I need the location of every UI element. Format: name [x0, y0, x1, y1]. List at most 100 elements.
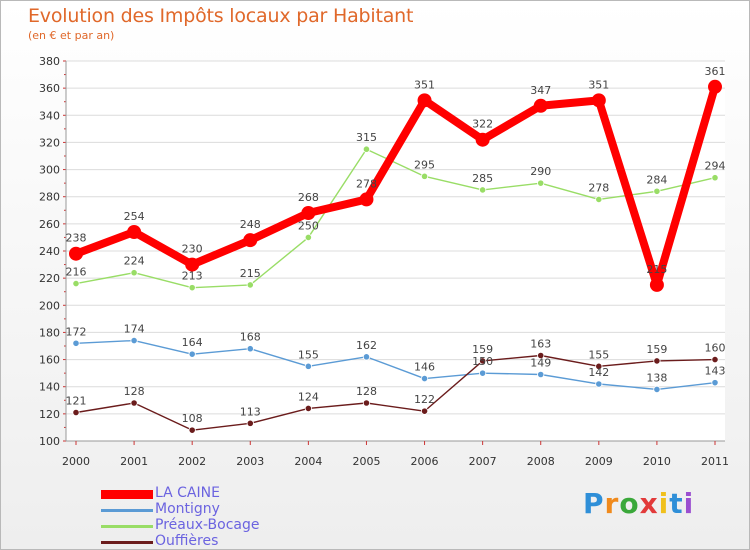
data-point-la-caine — [708, 79, 722, 94]
data-label-pr-aux-bocage: 284 — [646, 173, 667, 186]
axes: 100 120 140 160 180 200 220 240 260 280 300 320 340 3… — [39, 55, 729, 468]
data-label-montigny: 146 — [414, 361, 435, 374]
legend-label-la-caine: LA CAINE — [155, 485, 220, 501]
data-point-ouffi-res — [595, 362, 603, 370]
data-point-la-caine — [417, 93, 432, 108]
data-point-montigny — [537, 370, 545, 379]
data-point-montigny — [653, 385, 661, 394]
data-label-la-caine: 268 — [298, 191, 319, 204]
data-label-ouffi-res: 121 — [66, 395, 87, 408]
data-label-pr-aux-bocage: 315 — [356, 131, 377, 144]
legend-swatch-pr-aux-bocage — [101, 525, 153, 528]
data-point-la-caine — [649, 277, 664, 292]
data-point-ouffi-res — [188, 426, 196, 434]
x-tick-label: 2001 — [120, 455, 148, 468]
y-tick-label: 220 — [39, 272, 60, 285]
series — [69, 79, 722, 434]
data-point-montigny — [72, 339, 80, 347]
data-point-la-caine — [591, 93, 606, 108]
data-point-pr-aux-bocage — [711, 174, 719, 182]
y-tick-label: 260 — [39, 218, 60, 231]
data-label-ouffi-res: 163 — [530, 338, 551, 351]
data-label-montigny: 149 — [530, 357, 551, 370]
data-label-pr-aux-bocage: 295 — [414, 158, 435, 171]
data-point-pr-aux-bocage — [537, 179, 545, 187]
data-point-montigny — [420, 374, 429, 383]
x-tick-label: 2010 — [643, 455, 671, 468]
data-label-ouffi-res: 155 — [588, 348, 609, 361]
data-point-ouffi-res — [711, 355, 719, 364]
x-tick-label: 2002 — [178, 455, 206, 468]
data-label-ouffi-res: 124 — [298, 390, 319, 403]
data-label-ouffi-res: 160 — [705, 342, 726, 355]
y-tick-label: 300 — [39, 164, 60, 177]
legend-label-ouffi-res: Ouffières — [155, 533, 219, 549]
data-point-pr-aux-bocage — [479, 186, 487, 194]
y-tick-label: 240 — [39, 245, 60, 258]
data-point-la-caine — [301, 206, 316, 220]
data-point-ouffi-res — [479, 357, 487, 365]
data-point-pr-aux-bocage — [653, 187, 661, 195]
data-label-montigny: 150 — [472, 355, 493, 368]
data-point-ouffi-res — [653, 357, 661, 365]
data-label-montigny: 162 — [356, 339, 377, 352]
data-point-pr-aux-bocage — [246, 281, 254, 289]
data-label-ouffi-res: 159 — [646, 343, 667, 356]
data-point-montigny — [362, 353, 371, 361]
data-point-ouffi-res — [537, 351, 545, 360]
data-label-la-caine: 238 — [66, 232, 87, 245]
data-label-pr-aux-bocage: 294 — [705, 160, 726, 173]
y-tick-label: 380 — [39, 55, 60, 68]
logo-letter: i — [683, 487, 695, 520]
data-label-pr-aux-bocage: 285 — [472, 172, 493, 185]
data-point-pr-aux-bocage — [304, 233, 312, 242]
logo-letter: P — [583, 487, 605, 520]
chart-title: Evolution des Impôts locaux par Habitant — [28, 5, 414, 27]
proxiti-logo: Proxiti — [583, 487, 694, 520]
data-label-la-caine: 347 — [530, 84, 551, 97]
data-point-ouffi-res — [420, 407, 429, 415]
data-point-montigny — [595, 380, 603, 388]
x-tick-label: 2004 — [294, 455, 322, 468]
data-point-la-caine — [185, 257, 200, 272]
logo-letter: r — [604, 487, 620, 520]
legend-swatch-montigny — [101, 509, 153, 512]
data-label-la-caine: 248 — [240, 218, 261, 231]
data-labels: 238 254 230 248 268 278 351 322 347 351 215 361 172 1… — [66, 65, 726, 425]
data-point-la-caine — [359, 192, 374, 207]
data-point-pr-aux-bocage — [362, 145, 371, 153]
data-label-pr-aux-bocage: 250 — [298, 219, 319, 232]
data-label-pr-aux-bocage: 224 — [124, 255, 145, 268]
data-label-ouffi-res: 128 — [356, 385, 377, 398]
logo-letter: i — [658, 487, 670, 520]
data-label-la-caine: 361 — [705, 65, 726, 78]
y-tick-label: 140 — [39, 381, 60, 394]
data-point-montigny — [711, 379, 719, 387]
data-label-ouffi-res: 128 — [124, 385, 145, 398]
data-point-la-caine — [475, 132, 490, 147]
series-line-ouffi-res — [75, 354, 716, 431]
data-label-la-caine: 230 — [182, 243, 203, 256]
data-label-ouffi-res: 122 — [414, 393, 435, 406]
data-point-montigny — [188, 350, 196, 358]
data-point-pr-aux-bocage — [420, 172, 429, 180]
data-point-pr-aux-bocage — [72, 279, 80, 288]
data-label-montigny: 174 — [124, 323, 145, 336]
data-label-montigny: 143 — [705, 365, 726, 378]
data-label-montigny: 164 — [182, 336, 203, 349]
series-line-la-caine — [72, 82, 719, 289]
y-tick-label: 180 — [39, 326, 60, 339]
x-tick-label: 2003 — [236, 455, 264, 468]
data-label-pr-aux-bocage: 278 — [588, 181, 609, 194]
data-label-pr-aux-bocage: 216 — [66, 266, 87, 279]
x-tick-label: 2005 — [352, 455, 380, 468]
data-label-montigny: 172 — [66, 325, 87, 338]
data-point-ouffi-res — [130, 399, 138, 407]
data-label-la-caine: 322 — [472, 118, 493, 131]
data-point-la-caine — [533, 98, 548, 113]
data-label-ouffi-res: 108 — [182, 412, 203, 425]
data-point-pr-aux-bocage — [188, 284, 196, 292]
data-point-ouffi-res — [246, 419, 254, 427]
x-tick-label: 2008 — [527, 455, 555, 468]
